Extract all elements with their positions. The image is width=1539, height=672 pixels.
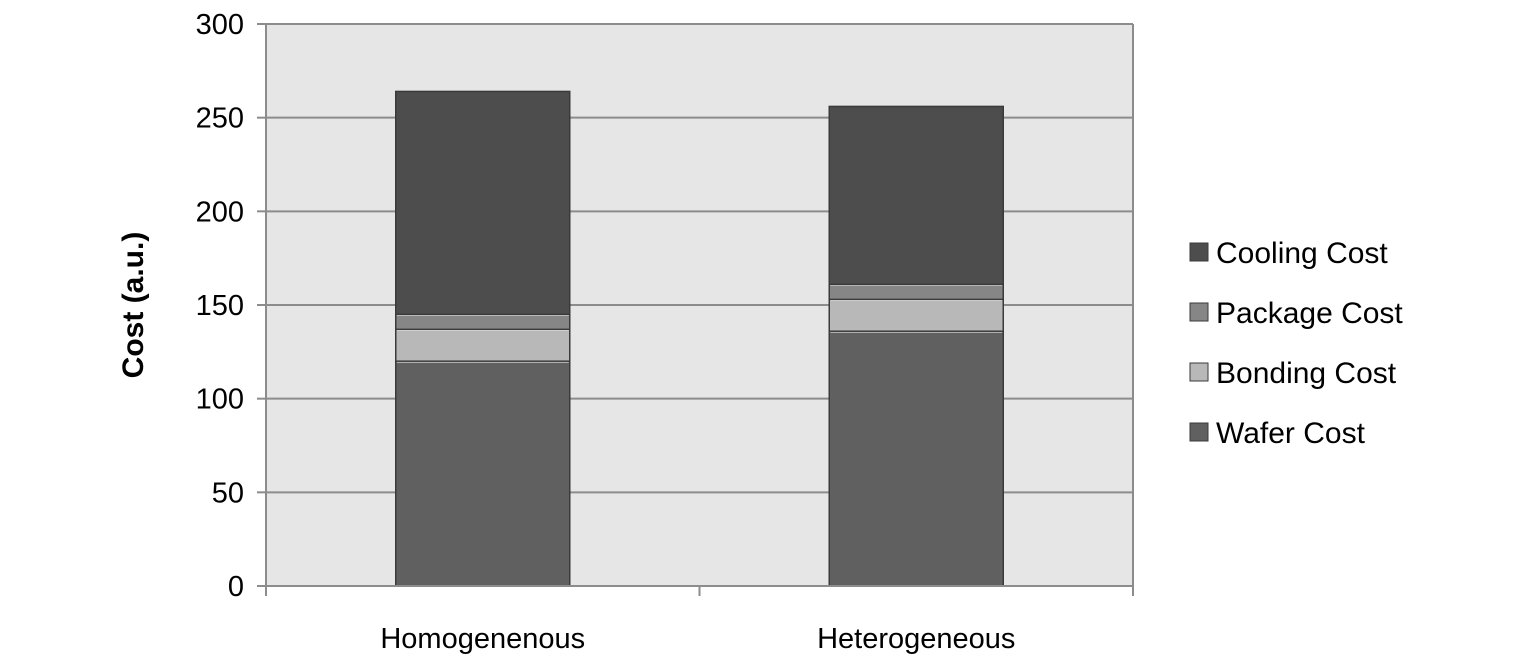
legend: Cooling Cost Package Cost Bonding Cost Wafe…	[1189, 237, 1403, 450]
y-tick-label: 300	[196, 9, 244, 41]
y-tick-label: 50	[212, 477, 244, 509]
legend-swatch	[1189, 302, 1209, 322]
y-tick-label: 0	[228, 571, 244, 603]
bar-segment-wafer-cost-1	[395, 360, 571, 587]
y-axis-label: Cost (a.u.)	[117, 232, 150, 379]
bar-segment-package-cost-2	[828, 283, 1004, 301]
bars	[395, 90, 1004, 587]
bar-segment-wafer-cost-2	[828, 330, 1004, 587]
y-tick-label: 250	[196, 103, 244, 135]
legend-label: Package Cost	[1216, 297, 1403, 330]
x-category-label: Homogenenous	[380, 623, 585, 655]
axes	[257, 23, 1134, 596]
x-category-labels: Homogenenous Heterogeneous	[380, 623, 1015, 655]
y-tick-label: 150	[196, 290, 244, 322]
legend-label: Wafer Cost	[1216, 417, 1366, 450]
y-tick-label: 200	[196, 196, 244, 228]
legend-label: Cooling Cost	[1216, 237, 1388, 270]
bar-segment-bonding-cost-1	[395, 328, 571, 362]
legend-swatch	[1189, 362, 1209, 382]
legend-label: Bonding Cost	[1216, 357, 1397, 390]
y-tick-label: 100	[196, 384, 244, 416]
x-category-label: Heterogeneous	[817, 623, 1015, 655]
bar-segment-package-cost-1	[395, 313, 571, 331]
bar-segment-cooling-cost-1	[395, 90, 571, 316]
bar-segment-bonding-cost-2	[828, 298, 1004, 332]
y-tick-labels: 0 50 100 150 200 250 300	[196, 9, 244, 603]
legend-swatch	[1189, 242, 1209, 262]
bar-segment-cooling-cost-2	[828, 105, 1004, 286]
legend-swatch	[1189, 422, 1209, 442]
